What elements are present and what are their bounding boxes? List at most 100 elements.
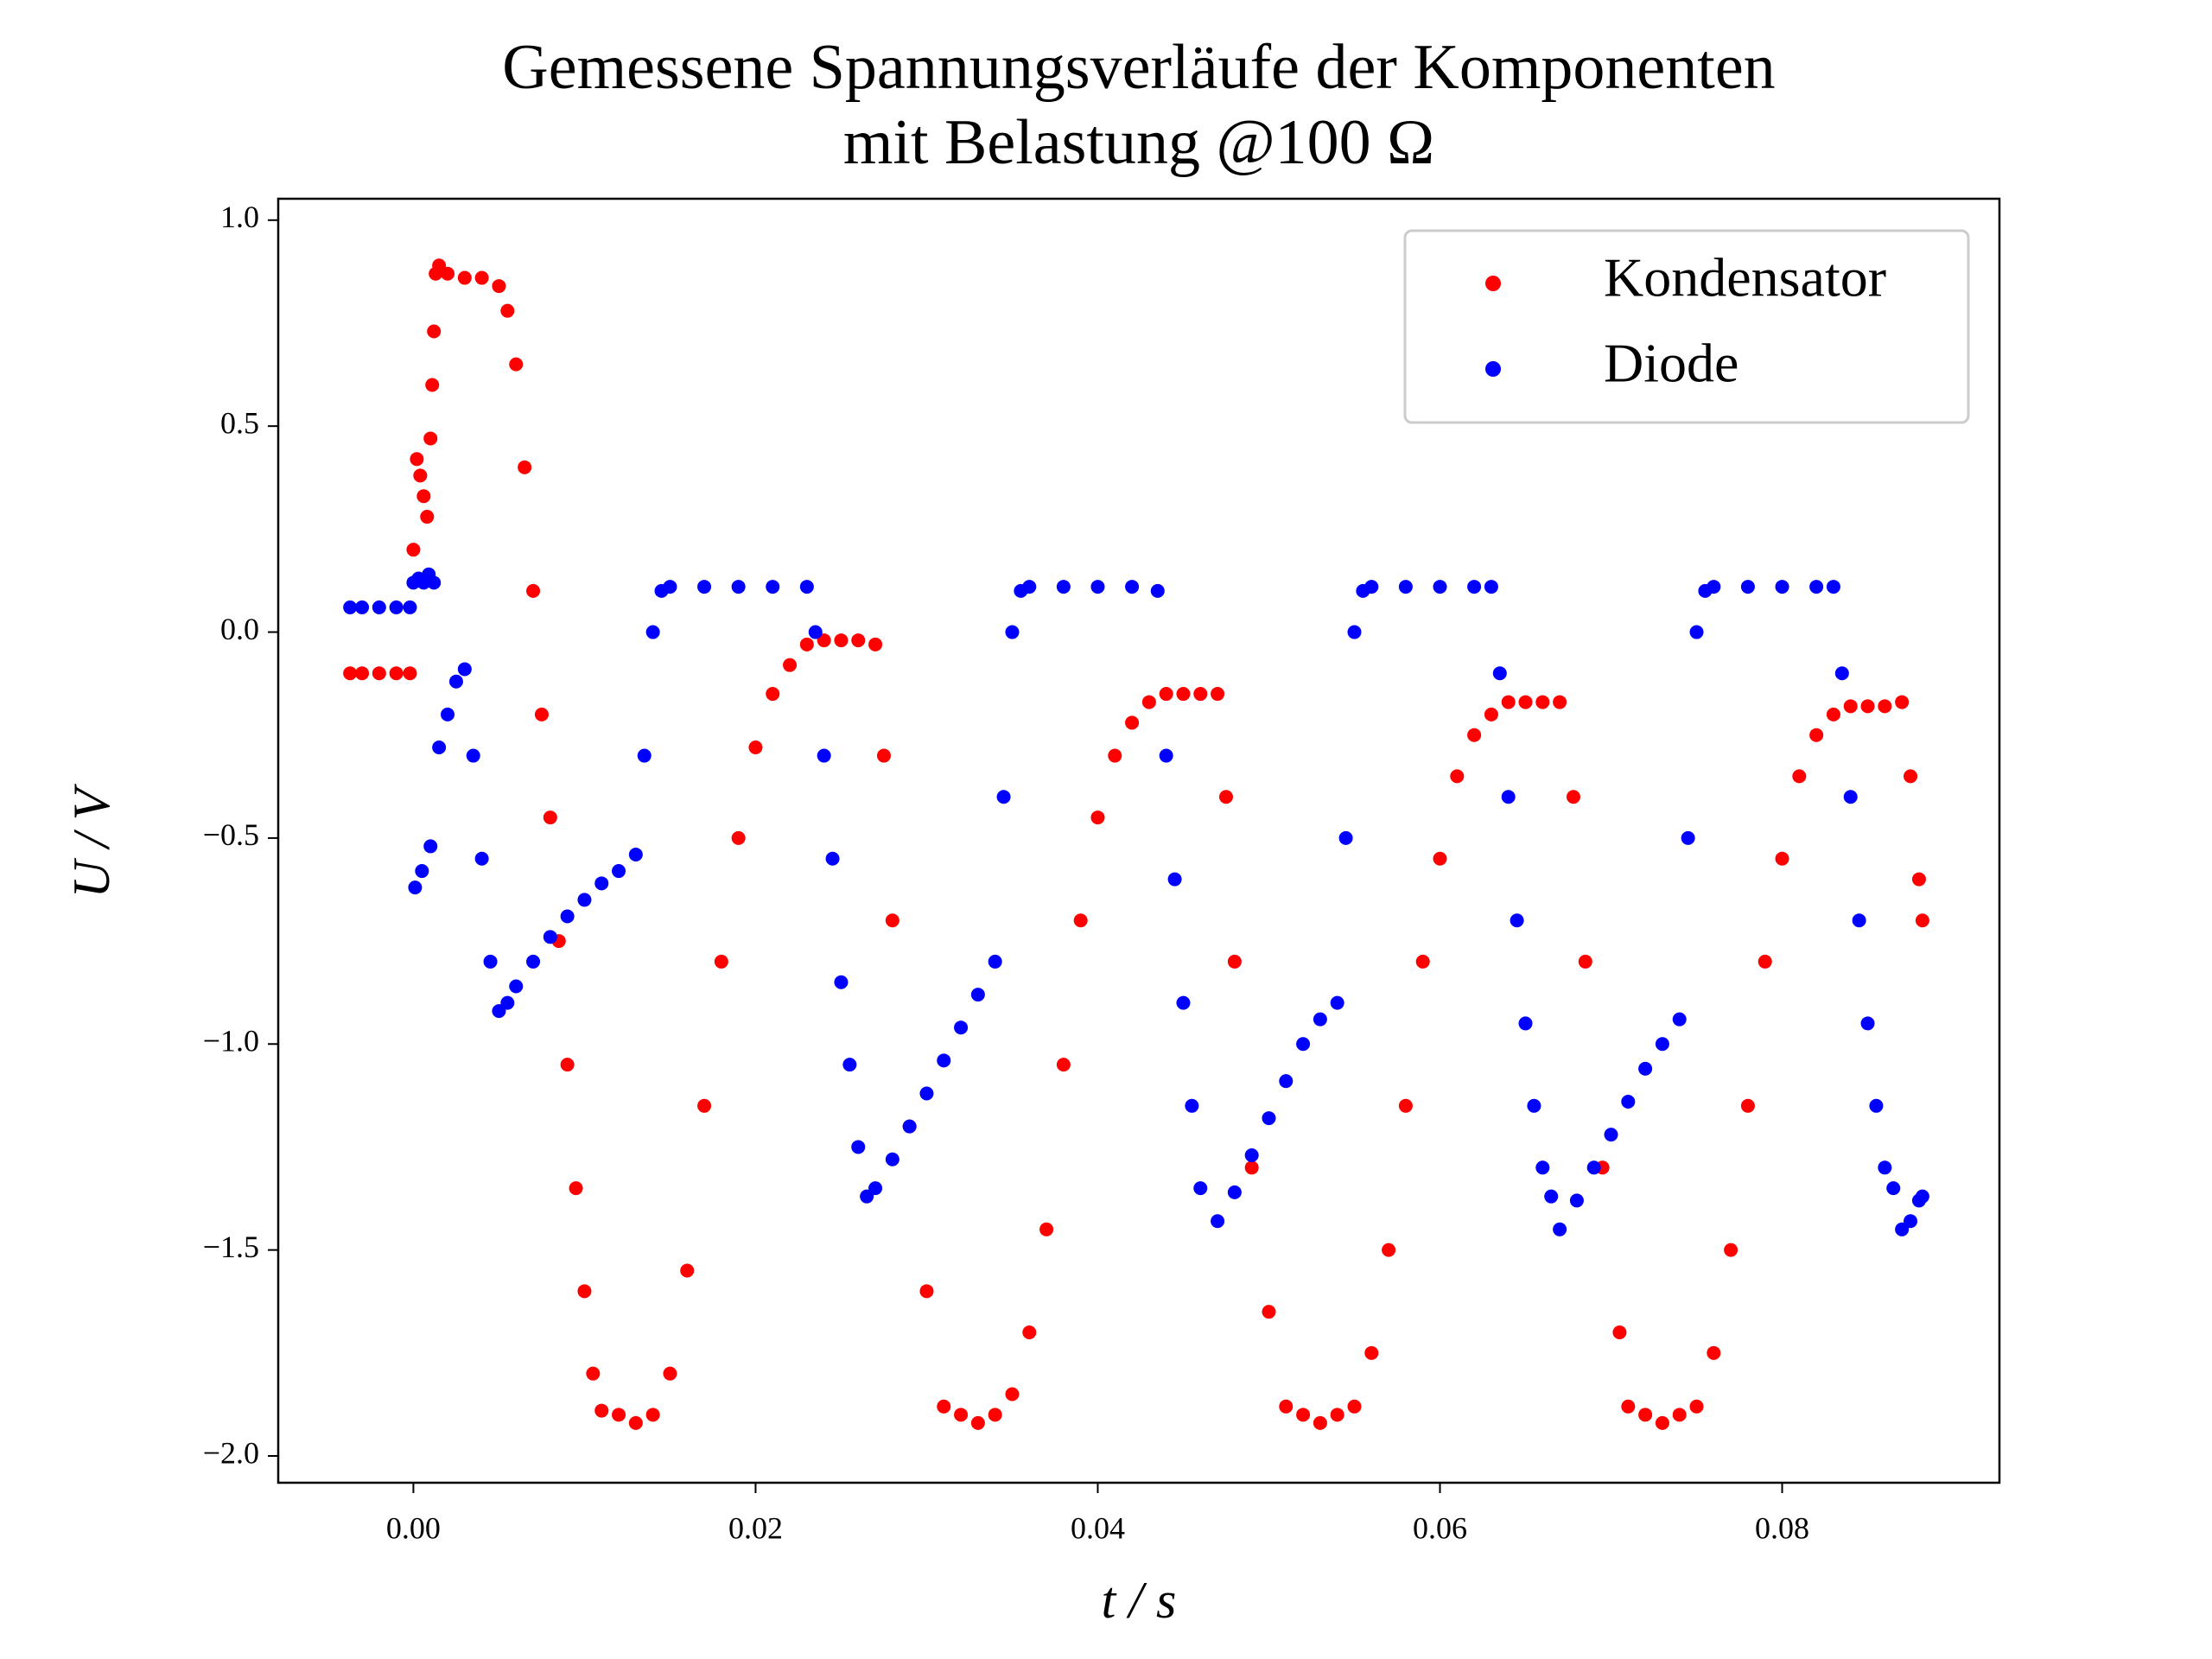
point [1843,790,1858,804]
point [1450,769,1465,784]
y-tick-label: 1.0 [220,200,259,234]
point [1193,687,1208,702]
point [1566,790,1580,804]
point [1338,830,1353,845]
point [1159,748,1173,763]
point [1364,1345,1379,1360]
x-tick-label: 0.02 [728,1510,783,1545]
point [697,580,712,594]
point [714,954,728,969]
point [1262,1305,1276,1319]
point [408,880,423,895]
point [518,460,532,474]
point [441,707,455,721]
point [343,600,358,614]
point [1655,1415,1669,1430]
point [1167,872,1182,887]
point [799,580,814,594]
point [919,1086,934,1101]
point [1758,954,1772,969]
point [799,637,814,652]
point [560,909,575,924]
point [1313,1012,1327,1027]
point [526,954,541,969]
point [1672,1012,1687,1027]
point [817,748,831,763]
point [500,303,515,318]
y-tick-label: 0.5 [220,405,259,440]
x-tick-label: 0.04 [1071,1510,1125,1545]
point [1860,1016,1875,1031]
point [1904,769,1918,784]
y-tick-label: 0.0 [220,612,259,646]
point [457,662,472,677]
point [1895,1222,1910,1236]
point [612,1408,626,1422]
point [1911,872,1926,887]
point [697,1098,712,1113]
point [1869,1098,1884,1113]
point [492,279,506,294]
point [1707,1345,1721,1360]
point [1073,913,1088,928]
point [1467,580,1482,594]
y-tick-label: −1.0 [203,1024,259,1058]
point [1655,1037,1669,1052]
point [1467,728,1482,742]
point [1834,666,1849,681]
point [448,674,463,689]
point [628,1415,643,1430]
point [586,1366,601,1381]
point [1433,851,1447,866]
point [1159,687,1173,702]
point [432,258,447,273]
point [372,666,386,681]
point [594,876,609,891]
point [1535,695,1550,709]
chart-subtitle: mit Belastung @100 Ω [843,107,1434,178]
point [783,658,798,672]
point [1740,1098,1755,1113]
point [731,580,746,594]
point [500,995,515,1010]
point [1501,695,1516,709]
point [420,510,435,524]
point [766,580,780,594]
point [1809,580,1824,594]
point [1090,580,1105,594]
chart-title: Gemessene Spannungsverläufe der Komponen… [502,32,1775,103]
point [1108,748,1122,763]
point [1895,695,1910,709]
point [355,600,370,614]
point [425,378,440,392]
point [343,666,358,681]
point [1518,695,1533,709]
point [534,707,549,721]
point [1484,580,1498,594]
point [543,930,557,944]
point [474,851,489,866]
point [441,266,455,281]
plot-frame [276,197,2001,1484]
point [1005,625,1020,639]
point [1125,580,1140,594]
point [1176,995,1191,1010]
point [1484,707,1498,721]
point [483,954,498,969]
point [637,748,652,763]
point [885,913,899,928]
point [1364,580,1379,594]
series-kondensator [343,258,1929,1430]
point [1843,699,1858,714]
y-tick-label: −0.5 [203,817,259,852]
x-tick-label: 0.08 [1755,1510,1809,1545]
point [1296,1408,1311,1422]
point [1185,1098,1199,1113]
series-diode [343,567,1929,1236]
point [355,666,370,681]
point [526,583,541,598]
point [1852,913,1866,928]
point [509,979,524,994]
point [1689,1399,1704,1414]
